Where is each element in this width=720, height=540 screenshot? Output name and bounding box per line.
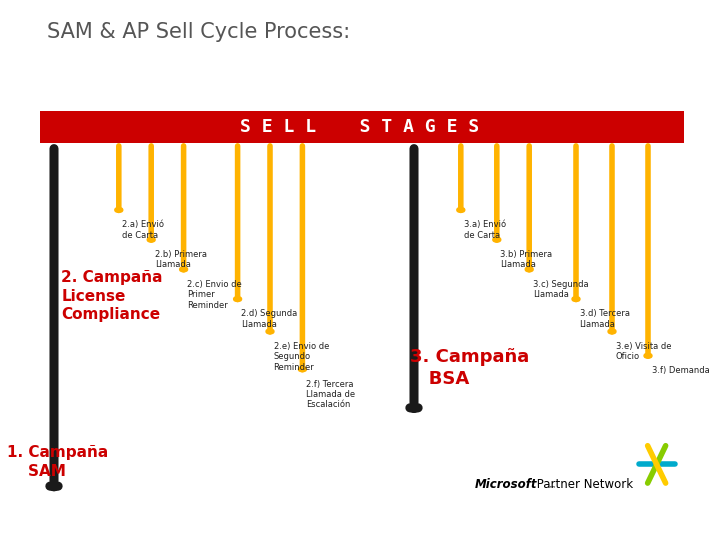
Text: 3.f) Demanda: 3.f) Demanda [652,366,709,375]
Text: Microsoft: Microsoft [475,478,538,491]
Text: 2.c) Envio de
Primer
Reminder: 2.c) Envio de Primer Reminder [187,280,242,309]
FancyBboxPatch shape [40,111,684,143]
Text: 3.a) Envió
de Carta: 3.a) Envió de Carta [464,220,507,240]
Text: 2.e) Envio de
Segundo
Reminder: 2.e) Envio de Segundo Reminder [274,342,329,372]
Text: 3.d) Tercera
Llamada: 3.d) Tercera Llamada [580,309,629,329]
Text: 3.b) Primera
Llamada: 3.b) Primera Llamada [500,250,552,269]
Text: 1. Campaña
    SAM: 1. Campaña SAM [7,446,109,479]
Text: 3.e) Visita de
Oficio: 3.e) Visita de Oficio [616,342,671,361]
Text: 3.c) Segunda
Llamada: 3.c) Segunda Llamada [533,280,588,299]
Text: 2.b) Primera
Llamada: 2.b) Primera Llamada [155,250,207,269]
Text: 2.d) Segunda
Llamada: 2.d) Segunda Llamada [241,309,297,329]
Text: S E L L    S T A G E S: S E L L S T A G E S [240,118,480,136]
Text: 2.a) Envió
de Carta: 2.a) Envió de Carta [122,220,164,240]
Text: 3. Campaña
   BSA: 3. Campaña BSA [410,348,530,388]
Text: 2. Campaña
License
Compliance: 2. Campaña License Compliance [61,270,163,322]
Text: Partner Network: Partner Network [533,478,633,491]
Text: 2.f) Tercera
Llamada de
Escalación: 2.f) Tercera Llamada de Escalación [306,380,355,409]
Text: SAM & AP Sell Cycle Process:: SAM & AP Sell Cycle Process: [47,22,350,42]
Text: ™: ™ [549,485,557,491]
